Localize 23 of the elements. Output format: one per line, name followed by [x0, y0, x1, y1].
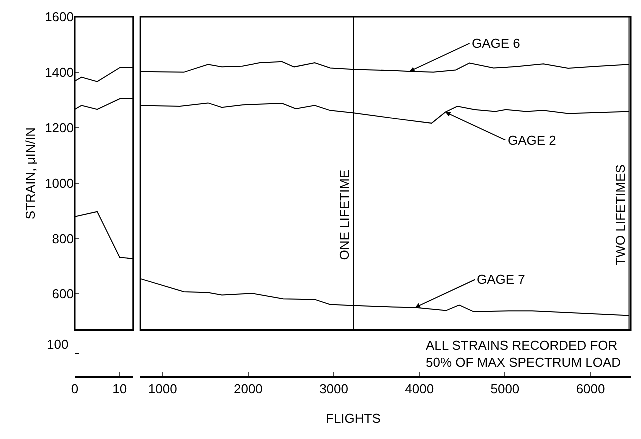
x-tick-label: 10 — [112, 381, 128, 396]
y-tick-label: 600 — [52, 286, 74, 302]
text: ALL STRAINS RECORDED FOR 50% OF MAX SPECTRUM LOAD — [426, 338, 622, 370]
y-tick-label: 1200 — [45, 120, 74, 136]
x-tick-label: 0 — [71, 381, 79, 396]
y-tick-label: 1600 — [45, 10, 74, 25]
text: 100 — [47, 337, 69, 352]
annotation: GAGE 6 — [472, 36, 520, 51]
x-tick-label: 1000 — [148, 381, 178, 396]
x-tick-label: 2000 — [234, 381, 263, 396]
ref-line-label: ONE LIFETIME — [337, 170, 352, 260]
y-tick-label: 1000 — [45, 176, 74, 191]
x-axis-title: FLIGHTS — [326, 411, 382, 426]
annotation: GAGE 7 — [477, 272, 526, 287]
x-tick-label: 6000 — [576, 381, 606, 396]
x-tick-label: 4000 — [405, 381, 434, 396]
annotation: GAGE 2 — [508, 133, 556, 148]
y-tick-label: 1400 — [45, 64, 74, 80]
x-tick-label: 3000 — [320, 381, 348, 396]
y-axis-title: STRAIN, μIN/IN — [23, 128, 38, 220]
x-tick-label: 5000 — [490, 381, 520, 396]
y-tick-label: 800 — [52, 231, 74, 246]
ref-line-label: TWO LIFETIMES — [612, 164, 628, 266]
